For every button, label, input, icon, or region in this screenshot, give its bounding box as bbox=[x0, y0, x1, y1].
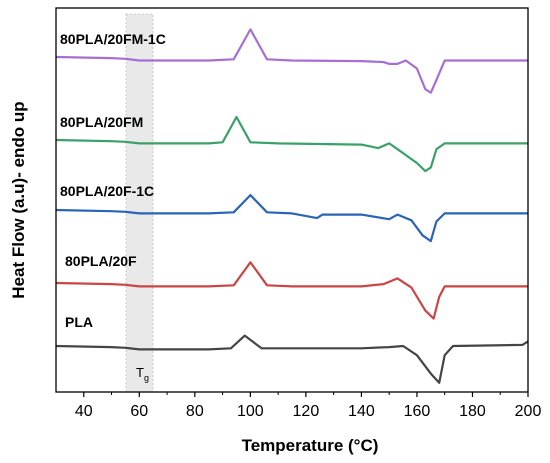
x-axis-title: Temperature (°C) bbox=[242, 436, 379, 455]
y-axis-title: Heat Flow (a.u)- endo up bbox=[9, 101, 28, 298]
series-label: 80PLA/20FM bbox=[60, 114, 143, 130]
x-tick-label: 100 bbox=[237, 403, 264, 420]
tg-annotation: Tg bbox=[136, 365, 149, 383]
x-tick-label: 160 bbox=[404, 403, 431, 420]
x-tick-label: 140 bbox=[348, 403, 375, 420]
x-tick-label: 120 bbox=[293, 403, 320, 420]
x-tick-label: 200 bbox=[515, 403, 542, 420]
x-tick-label: 180 bbox=[459, 403, 486, 420]
series-line-80pla-20fm bbox=[55, 115, 528, 173]
series-label: 80PLA/20F-1C bbox=[60, 183, 154, 199]
series-label: 80PLA/20F bbox=[65, 253, 137, 269]
plot-frame bbox=[55, 7, 529, 393]
series-line-80pla-20f bbox=[55, 261, 528, 320]
series-line-80pla-20f-1c bbox=[55, 194, 528, 243]
series-line-80pla-20fm-1c bbox=[55, 28, 528, 94]
x-axis: 40 60 80 100 120 140 160 180 200 bbox=[75, 392, 542, 420]
series-line-pla bbox=[55, 334, 529, 384]
series-layer bbox=[55, 28, 529, 384]
x-tick-label: 60 bbox=[130, 403, 148, 420]
series-label-layer: 80PLA/20FM-1C 80PLA/20FM 80PLA/20F-1C 80PLA… bbox=[60, 31, 166, 330]
x-tick-label: 80 bbox=[186, 403, 204, 420]
x-tick-label: 40 bbox=[75, 403, 93, 420]
series-label: PLA bbox=[65, 314, 93, 330]
tg-band bbox=[125, 13, 154, 393]
series-label: 80PLA/20FM-1C bbox=[60, 31, 166, 47]
